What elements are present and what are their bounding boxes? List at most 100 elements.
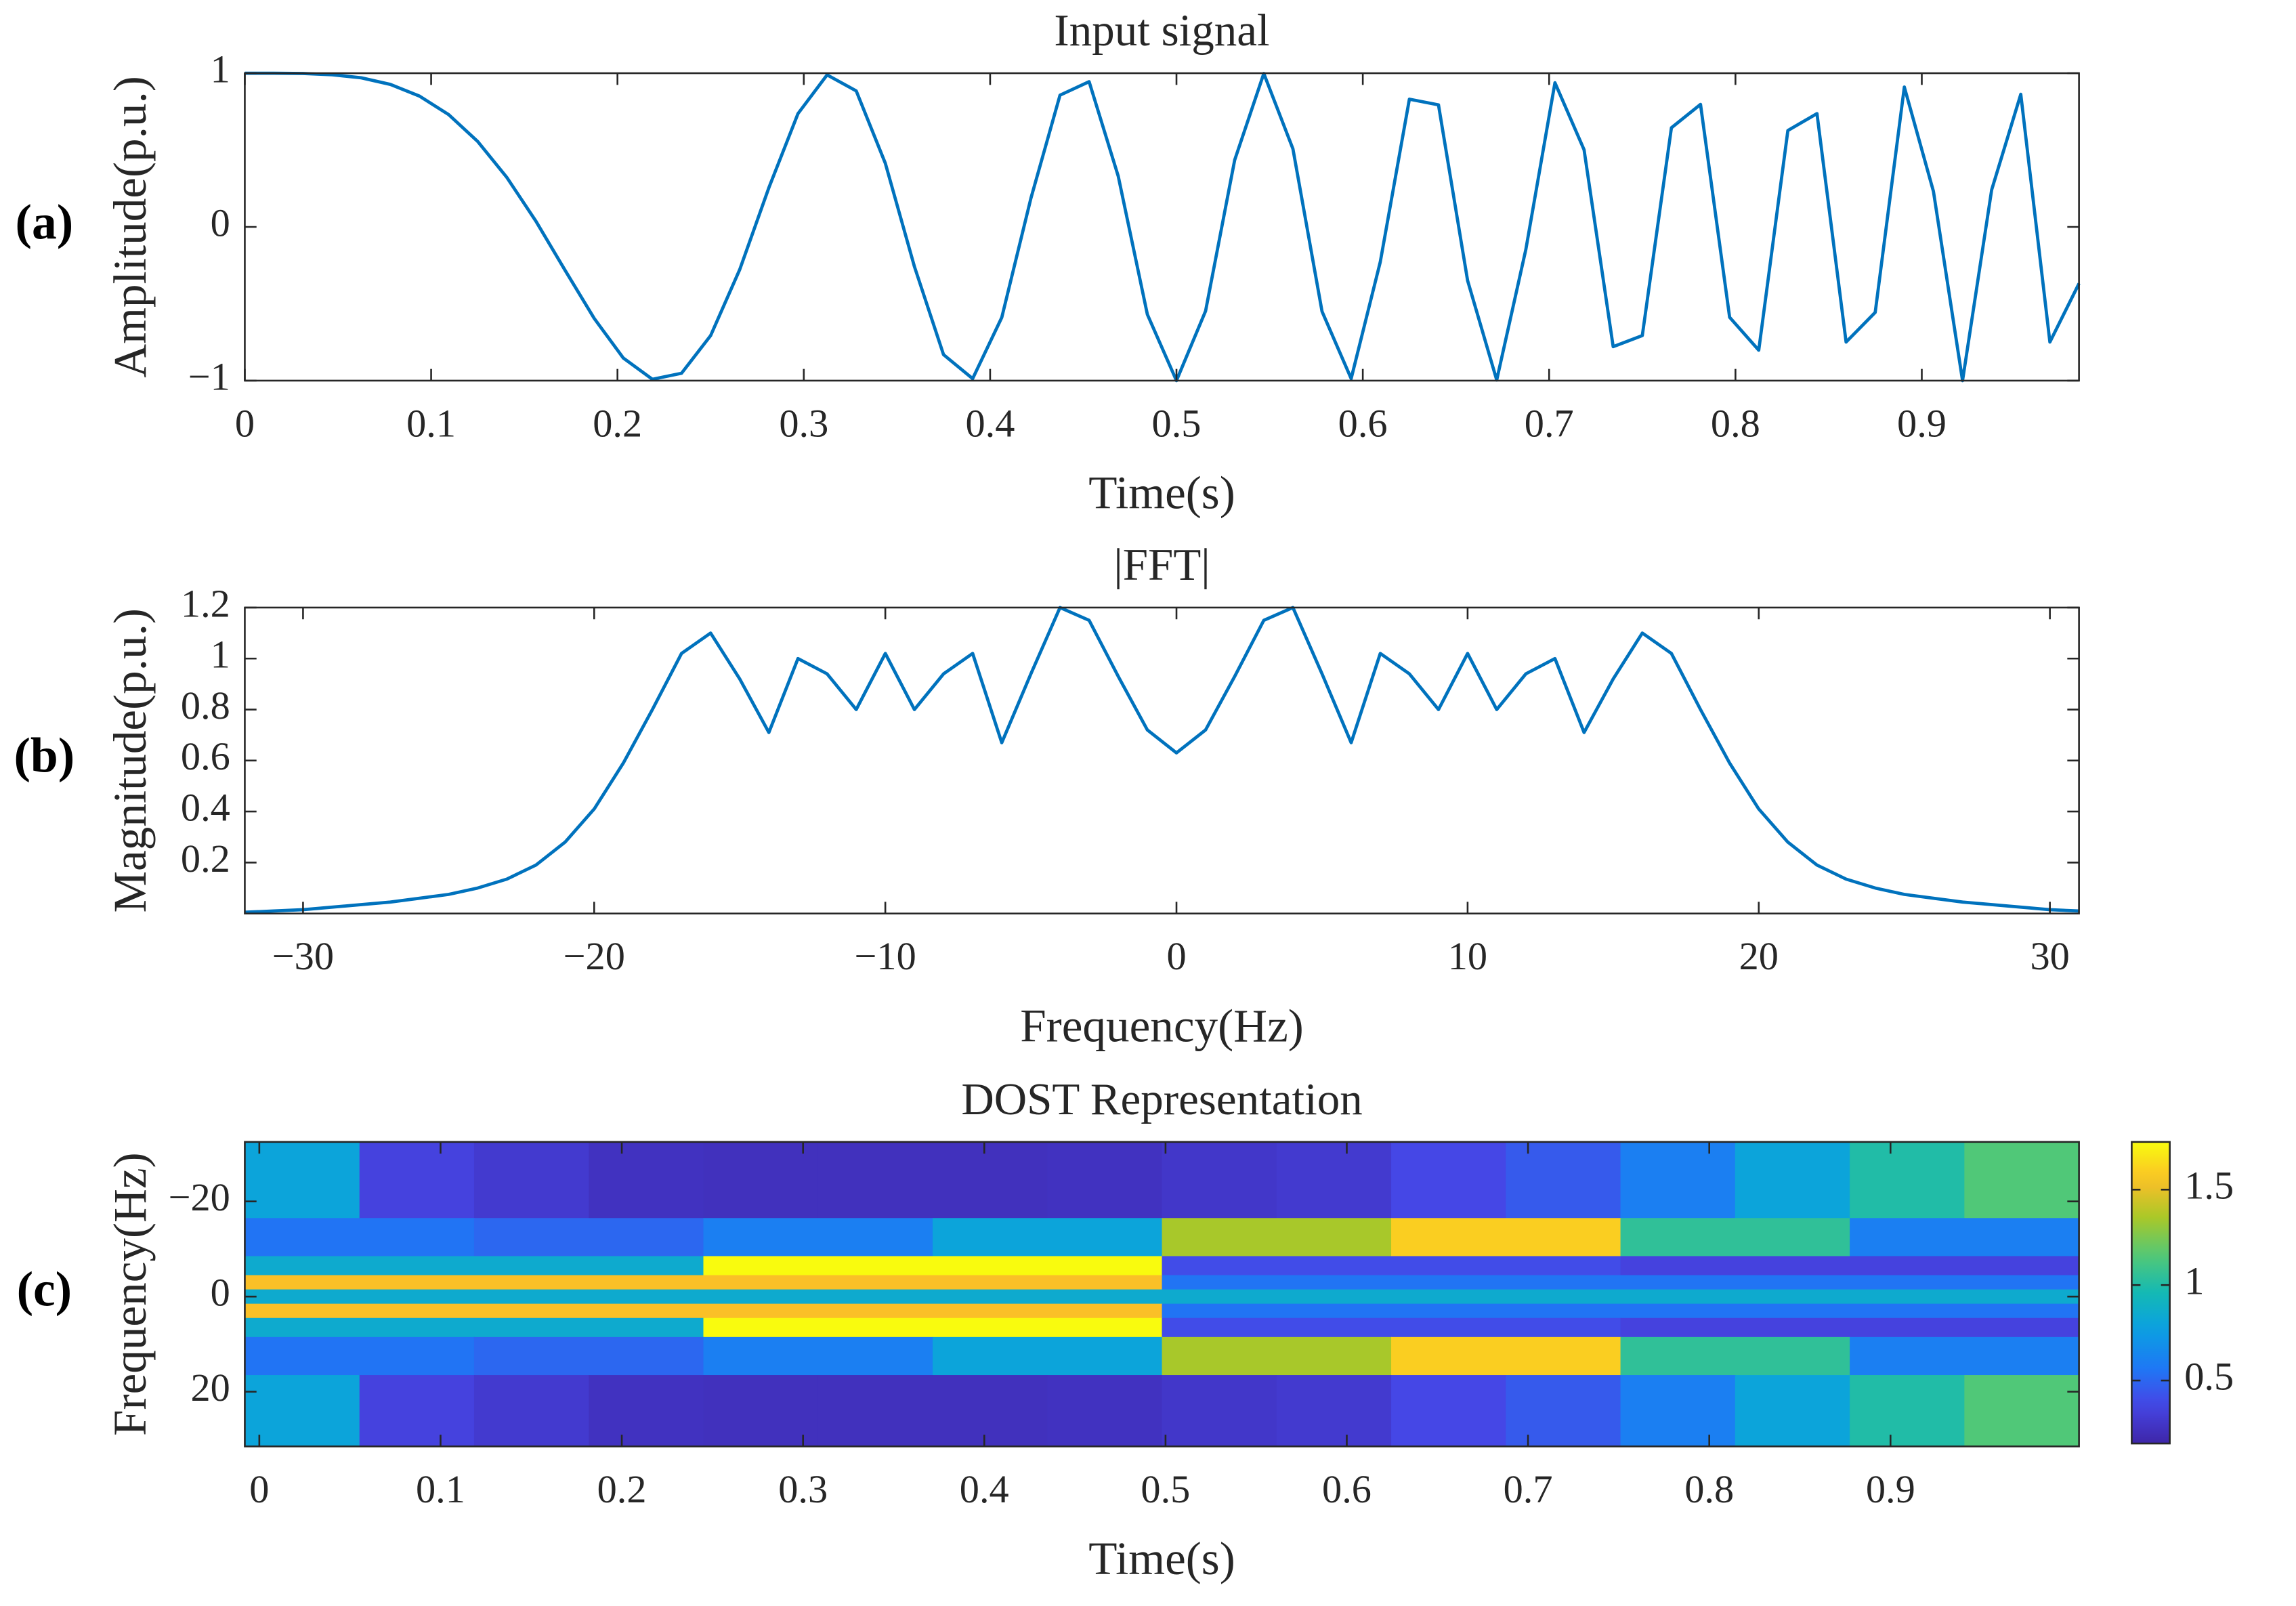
x-tick-label: 20 xyxy=(1739,934,1779,978)
colorbar-tick-label: 1.5 xyxy=(2184,1164,2234,1208)
y-tick-label: −1 xyxy=(188,354,230,398)
panel-label: (c) xyxy=(17,1261,72,1316)
heatmap-cell xyxy=(1620,1317,2080,1338)
heatmap-cell xyxy=(703,1256,1163,1276)
x-axis-label: Time(s) xyxy=(1088,467,1235,519)
heatmap-cell xyxy=(703,1336,933,1376)
x-tick-label: −10 xyxy=(855,934,916,978)
y-tick-label: 0.6 xyxy=(181,734,230,778)
heatmap-cell xyxy=(703,1317,1163,1338)
panel-label: (a) xyxy=(16,194,74,249)
colorbar xyxy=(2131,1141,2171,1445)
axes-title: Input signal xyxy=(1054,5,1269,56)
heatmap-cell xyxy=(1162,1275,2080,1290)
x-tick-label: 0.4 xyxy=(960,1467,1009,1511)
colorbar-tick-label: 0.5 xyxy=(2184,1354,2234,1398)
heatmap-cell xyxy=(359,1375,475,1447)
heatmap-cell xyxy=(1850,1141,1965,1219)
heatmap-cell xyxy=(473,1218,704,1257)
y-tick-label: −20 xyxy=(169,1175,230,1219)
x-tick-label: 0 xyxy=(249,1467,269,1511)
heatmap-cell xyxy=(245,1375,360,1447)
x-tick-label: −20 xyxy=(564,934,625,978)
heatmap-cell xyxy=(473,1375,590,1447)
heatmap-cell xyxy=(1964,1375,2080,1447)
y-axis-label: Frequency(Hz) xyxy=(104,1152,156,1436)
heatmap-cell xyxy=(245,1275,1163,1290)
x-tick-label: 10 xyxy=(1448,934,1487,978)
y-tick-label: 1 xyxy=(211,633,230,677)
heatmap-cell xyxy=(473,1141,590,1219)
heatmap-cell xyxy=(1162,1141,1277,1219)
heatmap-cell xyxy=(1162,1218,1392,1257)
x-tick-label: 0.6 xyxy=(1338,402,1388,446)
x-tick-label: 0.3 xyxy=(778,1467,828,1511)
heatmap-cell xyxy=(703,1375,819,1447)
x-tick-label: 0.9 xyxy=(1866,1467,1915,1511)
heatmap-cell xyxy=(589,1375,704,1447)
x-tick-label: 0 xyxy=(235,402,255,446)
heatmap-cell xyxy=(1391,1336,1621,1376)
heatmap-cell xyxy=(933,1375,1048,1447)
x-tick-label: 0.5 xyxy=(1152,402,1202,446)
x-tick-label: 30 xyxy=(2030,934,2069,978)
heatmap-cell xyxy=(1391,1141,1507,1219)
x-axis-label: Frequency(Hz) xyxy=(1020,999,1304,1051)
heatmap-cell xyxy=(359,1141,475,1219)
heatmap-cell xyxy=(817,1375,933,1447)
x-tick-label: 0.8 xyxy=(1711,402,1760,446)
heatmap-cell xyxy=(933,1218,1163,1257)
y-tick-label: 0.4 xyxy=(181,785,230,829)
heatmap-cell xyxy=(933,1141,1048,1219)
x-tick-label: 0.2 xyxy=(593,402,642,446)
heatmap-cell xyxy=(703,1218,933,1257)
heatmap-cell xyxy=(1162,1375,1277,1447)
x-tick-label: 0.4 xyxy=(965,402,1015,446)
heatmap-cell xyxy=(1620,1336,1850,1376)
heatmap-cell xyxy=(1162,1317,1621,1338)
y-tick-label: 0 xyxy=(211,1271,230,1315)
x-tick-label: 0.7 xyxy=(1525,402,1574,446)
x-tick-label: 0.6 xyxy=(1322,1467,1372,1511)
heatmap-cell xyxy=(1850,1375,1965,1447)
x-tick-label: 0.2 xyxy=(597,1467,647,1511)
heatmap-cell xyxy=(1506,1141,1621,1219)
x-axis-label: Time(s) xyxy=(1088,1532,1235,1584)
heatmap-cell xyxy=(817,1141,933,1219)
heatmap-cell xyxy=(933,1336,1163,1376)
heatmap-cell xyxy=(1162,1336,1392,1376)
x-tick-label: 0.8 xyxy=(1684,1467,1734,1511)
heatmap-cell xyxy=(1964,1141,2080,1219)
x-tick-label: 0.9 xyxy=(1897,402,1947,446)
y-axis-label: Amplitude(p.u.) xyxy=(104,76,156,378)
panel-label: (b) xyxy=(14,728,75,783)
heatmap-cell xyxy=(589,1141,704,1219)
axes-title: DOST Representation xyxy=(961,1074,1362,1124)
heatmap-cell xyxy=(245,1218,475,1257)
heatmap-cell xyxy=(1391,1218,1621,1257)
heatmap-cell xyxy=(1620,1375,1736,1447)
x-tick-label: 0.7 xyxy=(1504,1467,1553,1511)
heatmap-cell xyxy=(1850,1336,2080,1376)
heatmap-cell xyxy=(1276,1141,1392,1219)
heatmap-cell xyxy=(1735,1375,1850,1447)
heatmap-cell xyxy=(703,1141,819,1219)
signal-line xyxy=(245,606,2079,914)
heatmap-cell xyxy=(245,1289,2080,1305)
x-tick-label: 0.1 xyxy=(406,402,456,446)
heatmap-cell xyxy=(473,1336,704,1376)
heatmap-cell xyxy=(245,1303,1163,1319)
axes-box xyxy=(244,1141,2080,1447)
y-tick-label: 20 xyxy=(190,1366,230,1410)
heatmap-cell xyxy=(1162,1303,2080,1319)
heatmap-cell xyxy=(245,1141,360,1219)
y-tick-label: 1 xyxy=(211,47,230,91)
axes-box xyxy=(244,606,2080,914)
colorbar-tick-label: 1 xyxy=(2184,1259,2204,1303)
x-tick-label: 0.1 xyxy=(416,1467,465,1511)
heatmap-cell xyxy=(1620,1256,2080,1276)
heatmap-cell xyxy=(1047,1375,1163,1447)
heatmap-cell xyxy=(1162,1256,1621,1276)
heatmap-cell xyxy=(1506,1375,1621,1447)
